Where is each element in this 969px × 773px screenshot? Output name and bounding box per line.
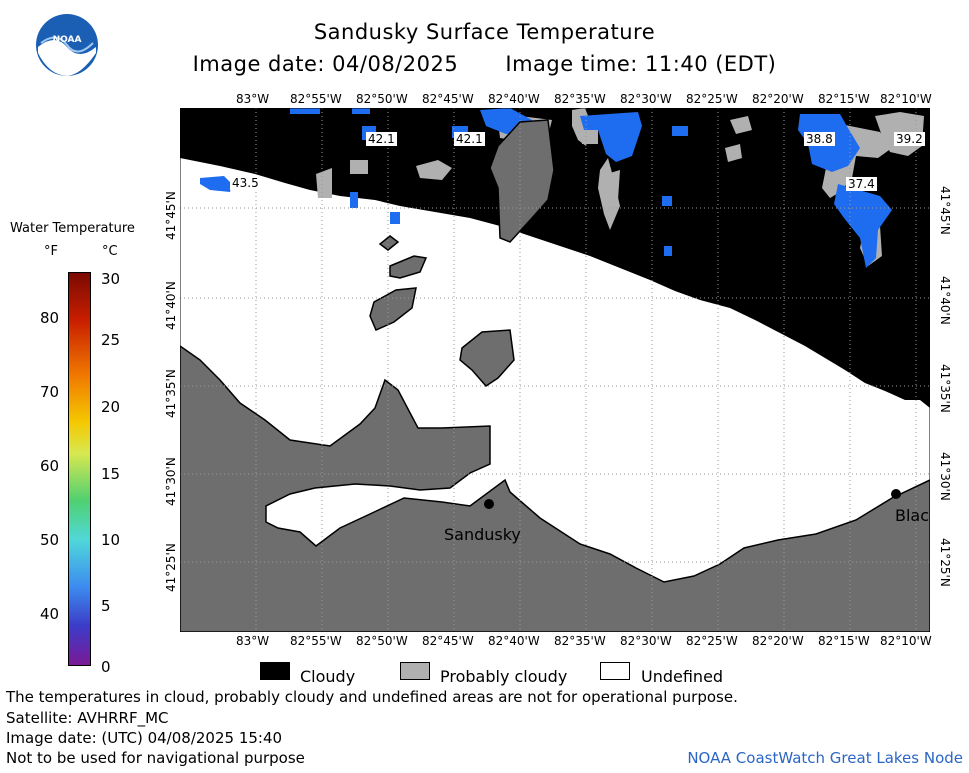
lat-label-right: 41°45'N [938,186,952,235]
colorbar-title: Water Temperature [10,221,135,236]
lon-label-bottom: 82°55'W [290,634,342,648]
key-swatch-probably-cloudy [400,662,430,680]
noaa-logo: NOAA [36,14,98,76]
lat-label-left: 41°30'N [164,457,178,506]
lon-label-bottom: 82°30'W [620,634,672,648]
colorbar-c-label: 25 [101,331,121,349]
lon-label-top: 83°W [236,92,270,106]
colorbar-unit-c: °C [102,244,118,259]
lon-label-bottom: 82°40'W [488,634,540,648]
colorbar-f-label: 50 [40,531,60,549]
footer-satellite: Satellite: AVHRRF_MC [6,709,169,727]
footer-credit: NOAA CoastWatch Great Lakes Node [687,749,963,767]
image-datetime: Image date: 04/08/2025 Image time: 11:40… [0,52,969,76]
city-label-black-river: Blac [895,506,930,525]
lat-label-left: 41°25'N [164,543,178,592]
lat-label-left: 41°40'N [164,281,178,330]
lon-label-top: 82°30'W [620,92,672,106]
lon-label-bottom: 82°45'W [422,634,474,648]
middle-bass-island [389,255,428,279]
colorbar-f-label: 40 [40,605,60,623]
lat-label-right: 41°40'N [938,276,952,325]
key-label-probably-cloudy: Probably cloudy [440,667,568,686]
lon-label-top: 82°25'W [686,92,738,106]
colorbar [68,272,91,666]
land-areas [180,119,930,632]
logo-text: NOAA [53,35,82,45]
sandusky-marker [484,499,494,509]
key-swatch-undefined [600,662,630,680]
temp-annotation: 37.4 [846,177,877,191]
lon-label-top: 82°20'W [752,92,804,106]
water-temperature-pixels [200,108,892,268]
temp-annotation: 42.1 [454,132,485,146]
lon-label-top: 82°10'W [880,92,932,106]
cloudy-area [180,108,930,408]
footer-utc-date: Image date: (UTC) 04/08/2025 15:40 [6,729,283,747]
lon-label-top: 82°50'W [356,92,408,106]
lat-label-left: 41°35'N [164,369,178,418]
colorbar-unit-f: °F [44,244,58,259]
key-swatch-cloudy [260,662,290,680]
colorbar-c-label: 5 [101,597,111,615]
lon-label-top: 82°55'W [290,92,342,106]
lon-label-bottom: 82°25'W [686,634,738,648]
ohio-shore-land [180,345,930,632]
lon-label-top: 82°45'W [422,92,474,106]
black-river-marker [891,489,901,499]
lon-label-bottom: 82°50'W [356,634,408,648]
lon-label-top: 82°15'W [818,92,870,106]
colorbar-f-label: 80 [40,309,60,327]
colorbar-c-label: 30 [101,270,121,288]
colorbar-f-label: 60 [40,457,60,475]
lat-label-right: 41°35'N [938,364,952,413]
lat-label-left: 41°45'N [164,191,178,240]
lat-label-right: 41°30'N [938,452,952,501]
marblehead-peninsula [489,119,555,243]
colorbar-c-label: 0 [101,658,111,676]
city-label-sandusky: Sandusky [444,525,521,544]
footer-disclaimer: The temperatures in cloud, probably clou… [6,688,738,706]
temp-annotation: 43.5 [230,176,261,190]
image-time: Image time: 11:40 (EDT) [505,52,777,76]
colorbar-c-label: 15 [101,465,121,483]
lon-label-bottom: 82°10'W [880,634,932,648]
lon-label-top: 82°40'W [488,92,540,106]
graticule [180,108,930,632]
kelleys-island [459,329,515,387]
key-label-undefined: Undefined [641,667,724,686]
lon-label-bottom: 83°W [236,634,270,648]
temp-annotation: 38.8 [804,132,835,146]
lon-label-top: 82°35'W [554,92,606,106]
temp-annotation: 39.2 [894,132,925,146]
footer-nav-warning: Not to be used for navigational purpose [6,749,305,767]
colorbar-c-label: 10 [101,531,121,549]
image-date: Image date: 04/08/2025 [192,52,459,76]
lon-label-bottom: 82°15'W [818,634,870,648]
lat-label-right: 41°25'N [938,538,952,587]
colorbar-f-label: 70 [40,383,60,401]
small-island [378,235,400,251]
map-title: Sandusky Surface Temperature [313,20,656,44]
map-panel [180,108,930,632]
lon-label-bottom: 82°20'W [752,634,804,648]
lon-label-bottom: 82°35'W [554,634,606,648]
temp-annotation: 42.1 [366,132,397,146]
key-label-cloudy: Cloudy [300,667,356,686]
colorbar-c-label: 20 [101,398,121,416]
